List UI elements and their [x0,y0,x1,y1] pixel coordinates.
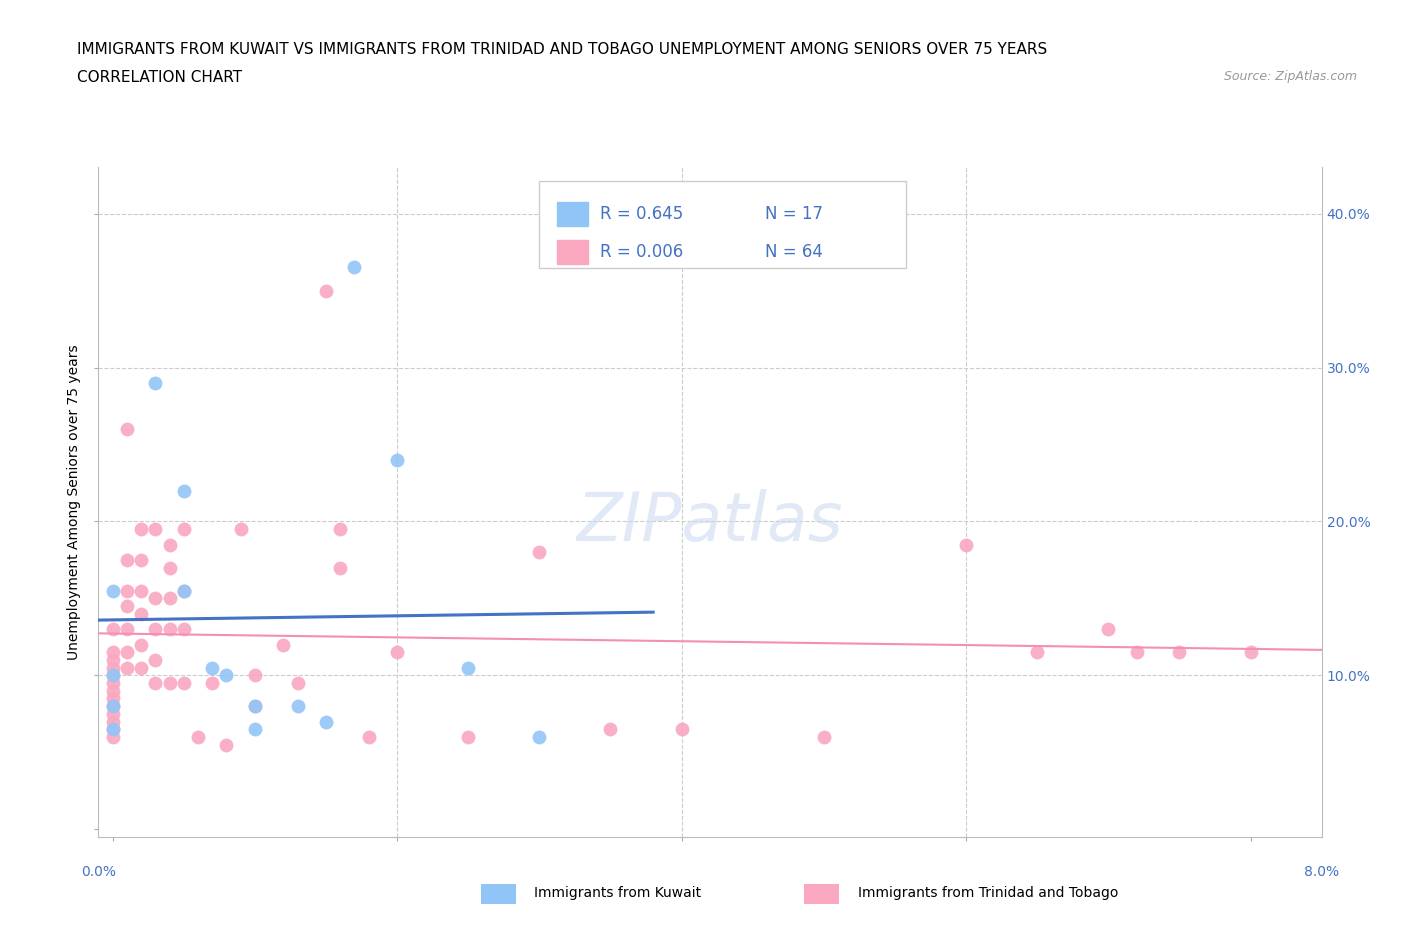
Point [287,698,309,713]
Point [143,622,166,637]
Point [159,591,181,605]
Text: Source: ZipAtlas.com: Source: ZipAtlas.com [1223,70,1357,83]
Point [129,522,152,537]
Point [101,668,124,683]
Point [143,653,166,668]
Point [329,560,352,575]
Text: R = 0.006: R = 0.006 [600,243,683,261]
Point [115,552,138,567]
Point [159,560,181,575]
Point [243,668,266,683]
Point [173,622,195,637]
Point [101,729,124,744]
Point [1026,644,1049,659]
Point [173,675,195,690]
Point [129,583,152,598]
Point [115,599,138,614]
Text: N = 17: N = 17 [765,205,823,223]
Point [173,484,195,498]
Point [457,729,479,744]
Point [101,722,124,737]
Point [101,583,124,598]
Point [129,660,152,675]
Point [343,260,366,275]
Point [101,644,124,659]
Point [143,376,166,391]
Point [215,737,238,752]
Point [529,729,551,744]
Text: Immigrants from Trinidad and Tobago: Immigrants from Trinidad and Tobago [858,885,1118,900]
Point [813,729,835,744]
Point [101,691,124,706]
Point [599,722,621,737]
Point [143,675,166,690]
Point [115,583,138,598]
Y-axis label: Unemployment Among Seniors over 75 years: Unemployment Among Seniors over 75 years [67,344,82,660]
Point [129,606,152,621]
Point [101,722,124,737]
Point [1097,622,1119,637]
Point [385,644,408,659]
Point [101,660,124,675]
Text: IMMIGRANTS FROM KUWAIT VS IMMIGRANTS FROM TRINIDAD AND TOBAGO UNEMPLOYMENT AMONG: IMMIGRANTS FROM KUWAIT VS IMMIGRANTS FRO… [77,42,1047,57]
Point [315,283,337,298]
Point [143,522,166,537]
Point [671,722,693,737]
Point [1239,644,1261,659]
Point [201,675,224,690]
Point [101,698,124,713]
Point [1125,644,1147,659]
Point [243,722,266,737]
Point [173,522,195,537]
Point [329,522,352,537]
Point [101,622,124,637]
Point [115,644,138,659]
Bar [557,241,588,264]
Point [385,452,408,467]
Point [101,653,124,668]
Text: ZIPatlas: ZIPatlas [576,489,844,555]
Point [159,538,181,552]
Text: N = 64: N = 64 [765,243,823,261]
Point [457,660,479,675]
Point [357,729,380,744]
Point [101,714,124,729]
Point [243,698,266,713]
Text: CORRELATION CHART: CORRELATION CHART [77,70,242,85]
Point [101,675,124,690]
Point [173,583,195,598]
Point [115,421,138,436]
Bar [557,202,588,226]
Point [129,552,152,567]
Bar [538,180,905,268]
Text: 8.0%: 8.0% [1305,865,1339,879]
Point [129,637,152,652]
Point [101,684,124,698]
Point [101,698,124,713]
Point [229,522,252,537]
Text: 0.0%: 0.0% [82,865,115,879]
Point [101,707,124,722]
Point [273,637,295,652]
Point [243,698,266,713]
Point [173,583,195,598]
Point [187,729,209,744]
Point [143,591,166,605]
Point [101,668,124,683]
Point [159,622,181,637]
Text: Immigrants from Kuwait: Immigrants from Kuwait [534,885,702,900]
Point [201,660,224,675]
Point [215,668,238,683]
Point [315,714,337,729]
Point [115,622,138,637]
Point [115,660,138,675]
Point [159,675,181,690]
Point [529,545,551,560]
Point [287,675,309,690]
Point [955,538,977,552]
Text: R = 0.645: R = 0.645 [600,205,683,223]
Point [1168,644,1191,659]
